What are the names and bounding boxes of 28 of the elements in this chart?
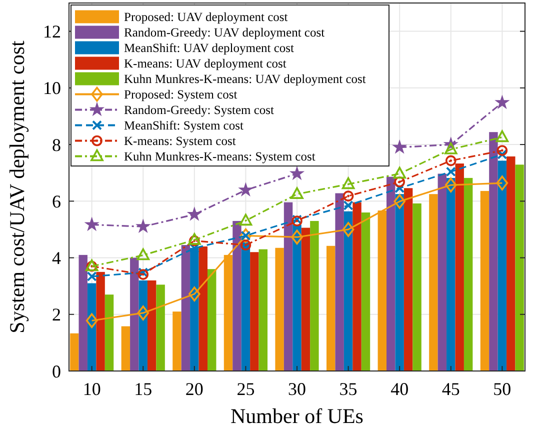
y-tick-label: 0 — [52, 361, 61, 382]
legend-label: Kuhn Munkres-K-means: System cost — [124, 150, 316, 164]
x-tick-label: 20 — [185, 379, 204, 399]
x-tick-label: 40 — [390, 379, 409, 399]
y-tick-label: 8 — [52, 134, 61, 155]
legend-label: K-means: UAV deployment cost — [124, 56, 287, 71]
y-tick-label: 6 — [52, 191, 61, 212]
legend-label: Random-Greedy: UAV deployment cost — [124, 26, 326, 40]
x-tick-label: 45 — [442, 379, 460, 399]
legend-label: MeanShift: System cost — [124, 118, 244, 133]
legend-label: Proposed: System cost — [124, 88, 238, 102]
x-axis-title: Number of UEs — [230, 404, 364, 428]
x-tick-label: 10 — [82, 379, 101, 399]
legend-label: Kuhn Munkres-K-means: UAV deployment cost — [124, 72, 366, 86]
y-tick-label: 4 — [52, 248, 61, 268]
x-tick-label: 30 — [288, 379, 306, 399]
x-tick-label: 50 — [493, 379, 512, 399]
legend-label: Random-Greedy: System cost — [124, 103, 275, 118]
legend-label: K-means: System cost — [124, 134, 236, 148]
y-tick-label: 10 — [43, 78, 61, 98]
x-tick-label: 25 — [236, 379, 255, 399]
legend-label: Proposed: UAV deployment cost — [124, 10, 288, 24]
y-tick-label: 12 — [43, 22, 61, 42]
legend-label: MeanShift: UAV deployment cost — [124, 41, 295, 56]
x-tick-label: 15 — [134, 379, 152, 399]
x-tick-label: 35 — [339, 379, 358, 399]
y-axis-title: System cost/UAV deployment cost — [5, 40, 29, 334]
y-tick-label: 2 — [52, 304, 61, 325]
